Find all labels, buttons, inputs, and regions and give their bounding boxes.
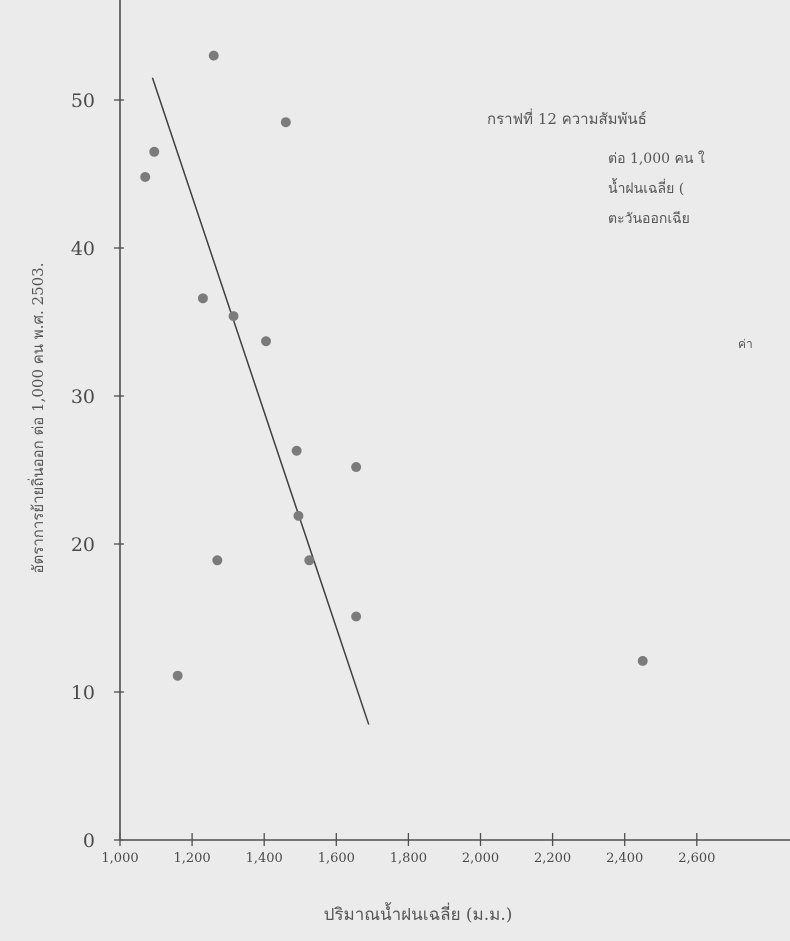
x-tick-label: 2,200	[534, 851, 571, 866]
x-tick-label: 1,800	[390, 851, 427, 866]
data-points	[140, 50, 648, 681]
title-line: กราฟที่ 12 ความสัมพันธ์	[487, 108, 647, 128]
y-axis-label: อัตราการย้ายถิ่นออก ต่อ 1,000 คน พ.ศ. 25…	[27, 263, 47, 574]
data-point	[351, 611, 362, 622]
x-ticks: 1,000 1,200 1,400 1,600 1,800 2,000 2,200 2,400…	[101, 833, 715, 866]
x-tick-label: 1,600	[318, 851, 355, 866]
y-tick-label: 0	[83, 830, 95, 852]
data-point	[261, 336, 272, 347]
y-tick-label: 50	[71, 90, 95, 112]
data-point	[293, 510, 304, 521]
data-point	[351, 462, 362, 473]
data-point	[304, 555, 315, 566]
x-axis-label: ปริมาณน้ำฝนเฉลี่ย (ม.ม.)	[324, 902, 513, 925]
title-line: ตะวันออกเฉีย	[608, 211, 690, 227]
x-tick-label: 2,600	[678, 851, 715, 866]
y-ticks: 0 10 20 30 40 50	[71, 90, 124, 852]
y-tick-label: 30	[71, 386, 95, 408]
data-point	[197, 293, 208, 304]
data-point	[149, 146, 160, 157]
side-note: ค่า	[738, 337, 753, 351]
data-point	[637, 655, 648, 666]
trend-line	[151, 77, 370, 725]
data-point	[208, 50, 219, 61]
data-point	[280, 117, 291, 128]
data-point	[140, 171, 151, 182]
x-tick-label: 2,400	[606, 851, 643, 866]
x-tick-label: 1,400	[246, 851, 283, 866]
y-tick-label: 10	[71, 682, 95, 704]
y-tick-label: 40	[71, 238, 95, 260]
chart-title: กราฟที่ 12 ความสัมพันธ์ต่อ 1,000 คน ใน้ำ…	[487, 108, 705, 227]
data-point	[291, 445, 302, 456]
data-point	[172, 670, 183, 681]
y-tick-label: 20	[71, 534, 95, 556]
data-point	[212, 555, 223, 566]
trend-line-group	[151, 77, 370, 725]
axes	[119, 0, 790, 841]
x-tick-label: 2,000	[462, 851, 499, 866]
title-line: น้ำฝนเฉลี่ย (	[608, 178, 684, 197]
title-line: ต่อ 1,000 คน ใ	[608, 150, 705, 167]
data-point	[228, 311, 239, 322]
x-tick-label: 1,200	[173, 851, 210, 866]
x-tick-label: 1,000	[101, 851, 138, 866]
